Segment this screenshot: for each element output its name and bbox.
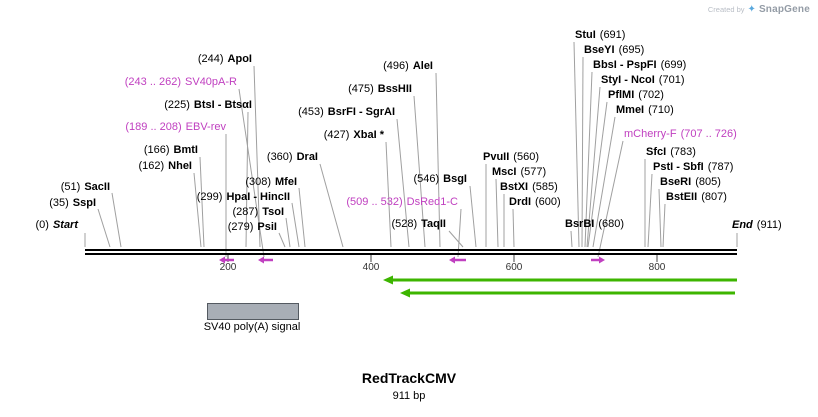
site-label-bseri[interactable]: BseRI (805)	[660, 176, 721, 188]
watermark-prefix: Created by	[707, 5, 745, 14]
connector-nhei	[193, 172, 202, 248]
site-label-bstxi[interactable]: BstXI (585)	[500, 181, 558, 193]
site-label-sspi[interactable]: (35) SspI	[49, 197, 96, 209]
ruler-tick-600	[513, 255, 515, 262]
site-label-stui[interactable]: StuI (691)	[575, 29, 626, 41]
site-label-bmti[interactable]: (166) BmtI	[143, 144, 198, 156]
site-label-msci[interactable]: MscI (577)	[492, 166, 547, 178]
primer-label-sv40pa-r[interactable]: (243 .. 262) SV40pA-R	[124, 76, 237, 88]
sequence-line-top-strand[interactable]	[85, 249, 737, 251]
map-end-label[interactable]: End (911)	[732, 219, 782, 231]
snapgene-logo-icon: ✦	[747, 4, 756, 15]
site-label-drdi[interactable]: DrdI (600)	[509, 196, 561, 208]
ruler-label-400: 400	[362, 262, 380, 273]
snapgene-watermark: Created by ✦ SnapGene	[708, 4, 810, 15]
site-label-bsteii[interactable]: BstEII (807)	[666, 191, 727, 203]
site-label-hpai-hincii[interactable]: (299) HpaI - HincII	[196, 191, 290, 203]
connector-bsshii	[413, 95, 426, 248]
map-length: 911 bp	[392, 390, 426, 402]
map-start-label[interactable]: (0) Start	[35, 219, 78, 231]
ruler-label-200: 200	[219, 262, 237, 273]
connector-hpai	[291, 202, 300, 248]
site-label-bsgi[interactable]: (546) BsgI	[413, 173, 467, 185]
connector-bsgi	[469, 185, 477, 248]
site-label-sacii[interactable]: (51) SacII	[60, 181, 110, 193]
connector-xbai	[385, 141, 392, 248]
feature-sv40-polya-label: SV40 poly(A) signal	[203, 321, 301, 333]
site-label-apoi[interactable]: (244) ApoI	[197, 53, 252, 65]
connector-sspi	[97, 208, 111, 248]
connector-stui	[573, 41, 580, 248]
connector-bseri	[658, 188, 662, 248]
primer-label-ebv-rev[interactable]: (189 .. 208) EBV-rev	[125, 121, 226, 133]
watermark-brand: SnapGene	[758, 4, 810, 15]
site-label-pvuii[interactable]: PvuII (560)	[483, 151, 539, 163]
connector-drai	[319, 163, 344, 248]
site-label-psii[interactable]: (279) PsiI	[227, 221, 277, 233]
connector-mmei	[592, 116, 616, 248]
site-label-mmei[interactable]: MmeI (710)	[616, 104, 674, 116]
connector-psii	[278, 232, 286, 248]
site-label-nhei[interactable]: (162) NheI	[138, 160, 192, 172]
connector-bbsi	[584, 71, 593, 248]
site-label-bsrbi[interactable]: BsrBI (680)	[565, 218, 625, 230]
ruler-label-600: 600	[505, 262, 523, 273]
connector-tsoi	[285, 217, 291, 248]
primer-arrow-dsred1-c-head[interactable]	[449, 256, 455, 264]
site-label-taqii[interactable]: (528) TaqII	[391, 218, 446, 230]
site-label-tsoi[interactable]: (287) TsoI	[232, 206, 284, 218]
site-label-mfei[interactable]: (308) MfeI	[245, 176, 297, 188]
connector-bmti	[199, 156, 205, 248]
primer-label-dsred1-c[interactable]: (509 .. 532) DsRed1-C	[346, 196, 458, 208]
connector-bsteii	[662, 203, 666, 248]
site-label-bbsi-pspfi[interactable]: BbsI - PspFI (699)	[593, 59, 687, 71]
ruler-tick-400	[370, 255, 372, 262]
connector-psti	[647, 173, 653, 248]
ruler-label-800: 800	[648, 262, 666, 273]
site-label-psti-sbfi[interactable]: PstI - SbfI (787)	[653, 161, 734, 173]
site-label-btsi-btsai[interactable]: (225) BtsI - BtsαI	[164, 99, 252, 111]
site-label-pflmi[interactable]: PflMI (702)	[608, 89, 664, 101]
ruler-tick-800	[656, 255, 658, 262]
orf-arrow-1-head[interactable]	[383, 275, 393, 285]
connector-mfei	[298, 187, 306, 248]
connector-bsrbi	[570, 230, 573, 248]
connector-bsrfi	[396, 118, 410, 248]
connector-apoi	[253, 65, 261, 248]
orf-arrow-2-head[interactable]	[400, 288, 410, 298]
site-label-bsshii[interactable]: (475) BssHII	[348, 83, 412, 95]
primer-arrow-ebv-rev-head[interactable]	[219, 256, 225, 264]
connector-taqii	[448, 230, 464, 248]
connector-mcherry-f	[597, 140, 624, 258]
connector-pflmi	[587, 101, 608, 248]
primer-arrow-sv40pa-r-head[interactable]	[258, 256, 264, 264]
site-label-xbai[interactable]: (427) XbaI *	[323, 129, 384, 141]
connector-styi	[586, 86, 601, 248]
primer-arrow-mcherry-f-head[interactable]	[599, 256, 605, 264]
connector-drdi	[512, 208, 515, 248]
site-label-bseyi[interactable]: BseYI (695)	[584, 44, 645, 56]
map-title: RedTrackCMV	[361, 370, 457, 386]
sequence-line-bottom-strand[interactable]	[85, 253, 737, 255]
site-label-alei[interactable]: (496) AleI	[383, 60, 433, 72]
site-label-styi-ncoi[interactable]: StyI - NcoI (701)	[601, 74, 685, 86]
connector-sacii	[111, 192, 122, 248]
connector-bseyi	[581, 56, 584, 248]
feature-sv40-polya-box[interactable]	[207, 303, 299, 320]
site-label-sfci[interactable]: SfcI (783)	[646, 146, 696, 158]
site-label-drai[interactable]: (360) DraI	[266, 151, 318, 163]
connector-btsi	[245, 111, 249, 248]
ruler-tick-200	[227, 255, 229, 262]
primer-label-mcherry-f[interactable]: mCherry-F (707 .. 726)	[624, 128, 737, 140]
connector-msci	[495, 178, 499, 248]
site-label-bsrfi-sgrai[interactable]: (453) BsrFI - SgrAI	[298, 106, 395, 118]
connector-alei	[435, 72, 441, 248]
